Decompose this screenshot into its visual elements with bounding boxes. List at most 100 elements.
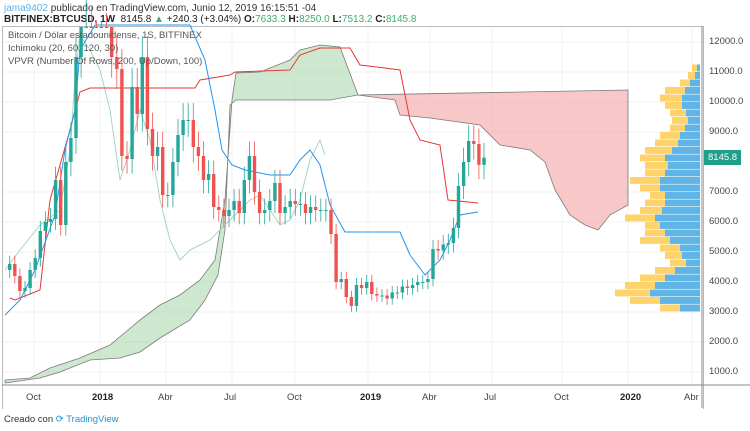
candle — [375, 287, 379, 302]
candle — [380, 289, 384, 302]
candle — [339, 271, 343, 290]
price-tick-label: 10000.0 — [709, 96, 744, 107]
high-value: 8250.0 — [299, 14, 330, 25]
volume-profile-bar-up — [695, 72, 700, 79]
tradingview-link[interactable]: TradingView — [66, 414, 119, 425]
candle-body — [53, 180, 58, 219]
tradingview-logo-icon[interactable]: ⟳ — [55, 414, 64, 425]
open-label: O: — [244, 14, 256, 25]
low-value: 7513.2 — [341, 14, 373, 25]
candle — [79, 27, 83, 78]
candle-body — [344, 279, 348, 297]
candle — [365, 274, 369, 295]
legend-vpvr[interactable]: VPVR (Number Of Rows, 200, Up/Down, 100) — [8, 56, 203, 67]
candle — [13, 255, 17, 284]
candle-body — [451, 228, 456, 243]
candle — [217, 195, 221, 222]
candle — [370, 274, 374, 301]
candle-body — [303, 204, 308, 213]
candle — [48, 208, 53, 233]
volume-profile-bar-up — [665, 169, 700, 177]
candle-body — [324, 210, 328, 211]
candle — [232, 188, 236, 222]
volume-profile-bar-down — [655, 139, 700, 147]
time-tick-label: 2018 — [92, 392, 114, 403]
candle — [426, 271, 430, 290]
volume-profile-bar-up — [670, 237, 700, 244]
price-tick-label: 12000.0 — [709, 36, 744, 47]
volume-profile-bar-up — [660, 177, 700, 184]
candle — [395, 285, 399, 300]
footer: Creado con ⟳ TradingView — [4, 414, 118, 425]
candle — [446, 233, 450, 254]
candle — [257, 179, 262, 225]
candle — [94, 21, 99, 28]
author-link[interactable]: jama9402 — [4, 3, 48, 14]
candle — [421, 274, 425, 290]
candle-body — [288, 201, 292, 207]
candle — [263, 198, 267, 225]
time-tick-label: 2020 — [620, 392, 642, 403]
candle-body — [94, 27, 99, 28]
candle-body — [145, 57, 150, 129]
candle-body — [79, 27, 83, 57]
candle — [135, 68, 139, 132]
current-price-badge: 8145.8 — [704, 150, 742, 165]
volume-profile-bar-up — [682, 252, 700, 259]
volume-profile-bar-up — [660, 297, 700, 304]
candle — [227, 198, 231, 228]
price-tick-label: 4000.0 — [709, 276, 739, 287]
candle — [166, 182, 170, 208]
candle-body — [161, 147, 165, 195]
volume-profile-bar-up — [650, 289, 700, 297]
candle-body — [237, 201, 241, 213]
candle — [191, 103, 195, 163]
candle — [89, 7, 93, 28]
candle — [186, 103, 190, 137]
candle-body — [33, 258, 37, 270]
candle-body — [456, 186, 461, 228]
candle-body — [217, 207, 221, 210]
candle-body — [421, 282, 425, 283]
open-value: 7633.3 — [255, 14, 286, 25]
candle — [482, 142, 486, 180]
candle-body — [191, 120, 195, 147]
low-label: L: — [332, 14, 342, 25]
time-tick-label: Jul — [484, 392, 497, 403]
candle — [176, 118, 180, 177]
candle-body — [130, 87, 134, 159]
candle — [324, 198, 328, 222]
candle-body — [155, 147, 160, 156]
close-label: C: — [375, 14, 386, 25]
time-tick-label: Oct — [287, 392, 302, 403]
candle-body — [181, 120, 185, 135]
legend-ichimoku[interactable]: Ichimoku (20, 60, 120, 30) — [8, 43, 119, 54]
candle-body — [110, 27, 114, 57]
candle-body — [104, 27, 109, 28]
candle — [64, 147, 68, 236]
price-tick-label: 3000.0 — [709, 306, 739, 317]
candle — [298, 192, 303, 216]
candle — [436, 239, 440, 260]
candle — [405, 279, 410, 295]
candle — [206, 160, 211, 194]
candle-body — [166, 195, 170, 196]
candle-body — [278, 183, 282, 213]
candle-body — [446, 243, 450, 245]
candle-body — [247, 156, 252, 180]
volume-profile-bar-down — [660, 94, 700, 102]
candle-body — [140, 57, 144, 114]
candle-body — [232, 201, 236, 210]
candle-body — [308, 207, 313, 213]
up-arrow-icon: ▲ — [154, 14, 164, 25]
volume-profile-bar-up — [686, 259, 700, 267]
candle — [283, 195, 287, 225]
candle — [130, 68, 134, 174]
candle-body — [314, 207, 318, 210]
chart-frame[interactable] — [2, 26, 704, 409]
volume-profile-bar-down — [688, 72, 700, 79]
legend-symbol[interactable]: Bitcoin / Dólar estadounidense, 1S, BITF… — [8, 30, 202, 41]
candle-body — [416, 282, 420, 285]
volume-profile-bar-up — [660, 222, 700, 229]
